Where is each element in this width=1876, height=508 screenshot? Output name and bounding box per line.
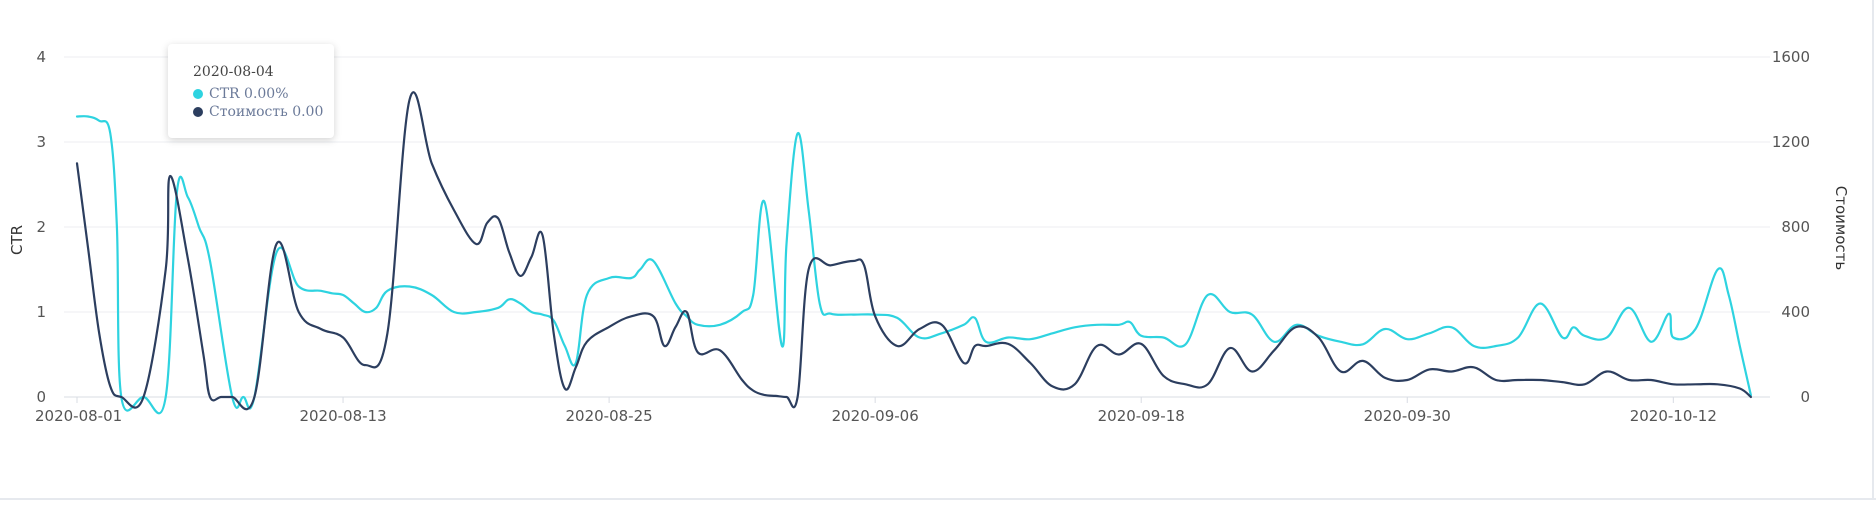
y-right-tick-label: 1200 xyxy=(1772,133,1810,151)
grid xyxy=(64,56,1770,398)
tooltip: 2020-08-04 CTR 0.00% Стоимость 0.00 xyxy=(168,44,334,138)
panel-bottom-border xyxy=(0,498,1876,500)
y-left-tick-label: 2 xyxy=(36,218,46,236)
series-layer xyxy=(75,91,1752,415)
y-right-tick-label: 0 xyxy=(1800,388,1810,406)
y-axis-left-label: CTR xyxy=(8,225,26,255)
x-tick-label: 2020-08-13 xyxy=(299,407,386,425)
x-tick-label: 2020-09-18 xyxy=(1098,407,1185,425)
cost-legend-dot-icon xyxy=(193,107,203,117)
y-right-tick-label: 1600 xyxy=(1772,48,1810,66)
ctr-series-line xyxy=(75,115,1752,415)
panel-right-border xyxy=(1872,0,1874,500)
tooltip-title: 2020-08-04 xyxy=(193,64,274,80)
left-axis: 0 1 2 3 4 xyxy=(36,48,46,406)
ctr-legend-dot-icon xyxy=(193,89,203,99)
tooltip-row-ctr: CTR 0.00% xyxy=(193,86,289,102)
x-tick-label: 2020-10-12 xyxy=(1630,407,1717,425)
x-tick-label: 2020-09-06 xyxy=(832,407,919,425)
right-axis: 0 400 800 1200 1600 xyxy=(1772,48,1810,406)
tooltip-ctr-text: CTR 0.00% xyxy=(209,86,289,102)
y-left-tick-label: 3 xyxy=(36,133,46,151)
x-tick-label: 2020-08-25 xyxy=(566,407,653,425)
y-left-tick-label: 4 xyxy=(36,48,46,66)
x-tick-label: 2020-09-30 xyxy=(1364,407,1451,425)
x-axis: 2020-08-01 2020-08-13 2020-08-25 2020-09-06… xyxy=(35,397,1717,425)
y-right-tick-label: 400 xyxy=(1781,303,1810,321)
tooltip-row-cost: Стоимость 0.00 xyxy=(193,104,323,120)
x-tick-label: 2020-08-01 xyxy=(35,407,122,425)
y-axis-right-label: Стоимость xyxy=(1832,186,1850,270)
y-left-tick-label: 1 xyxy=(36,303,46,321)
y-right-tick-label: 800 xyxy=(1781,218,1810,236)
cost-series-line xyxy=(75,91,1752,411)
tooltip-cost-text: Стоимость 0.00 xyxy=(209,104,324,120)
y-left-tick-label: 0 xyxy=(36,388,46,406)
